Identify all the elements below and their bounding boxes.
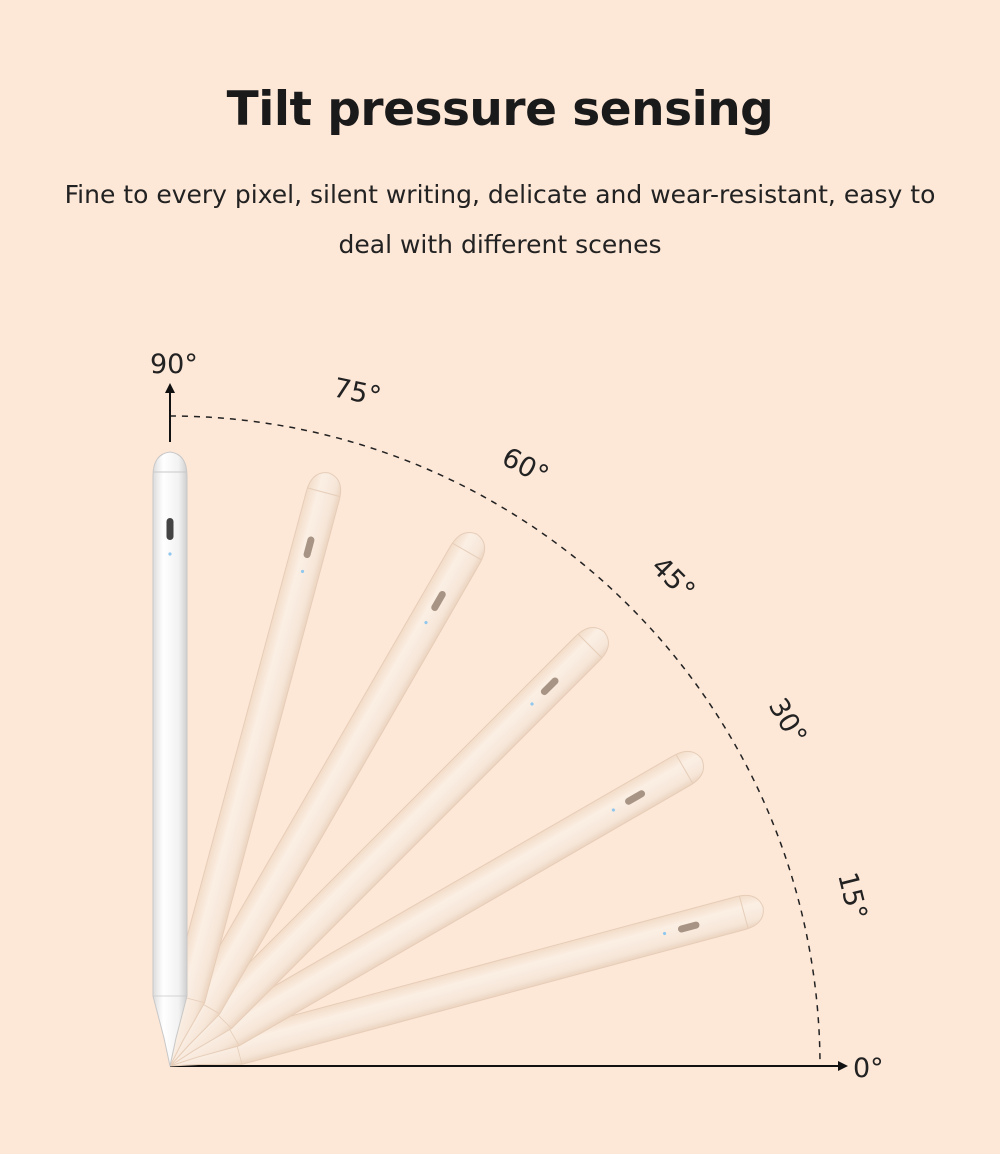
usb-c-port-icon — [540, 677, 559, 696]
label-60: 60° — [497, 442, 554, 492]
label-0: 0° — [853, 1053, 884, 1084]
label-30: 30° — [762, 693, 813, 750]
label-15: 15° — [831, 869, 873, 923]
indicator-led-icon — [424, 620, 428, 625]
indicator-led-icon — [300, 569, 305, 574]
pen-15-deg — [169, 894, 764, 1067]
pen-60-deg — [169, 531, 486, 1067]
indicator-led-icon — [662, 931, 667, 936]
indicator-led-icon — [611, 808, 616, 812]
label-75: 75° — [331, 373, 384, 413]
pen-75-deg — [169, 472, 342, 1067]
usb-c-port-icon — [625, 790, 646, 805]
pen-30-deg — [169, 750, 705, 1067]
page-title: Tilt pressure sensing — [226, 82, 774, 137]
y-axis-arrow-icon — [165, 383, 175, 393]
usb-c-port-icon — [166, 518, 174, 540]
label-45: 45° — [645, 551, 701, 607]
pen-45-deg — [169, 627, 609, 1067]
indicator-led-icon — [530, 702, 534, 706]
usb-c-port-icon — [431, 590, 446, 611]
dashed-arc — [169, 415, 821, 1067]
pen-90-deg — [152, 451, 188, 1067]
x-axis-arrow-icon — [838, 1061, 848, 1071]
usb-c-port-icon — [303, 536, 315, 559]
usb-c-port-icon — [677, 921, 700, 933]
indicator-led-icon — [168, 552, 172, 556]
subtitle: Fine to every pixel, silent writing, del… — [64, 180, 936, 259]
label-90: 90° — [150, 349, 198, 380]
